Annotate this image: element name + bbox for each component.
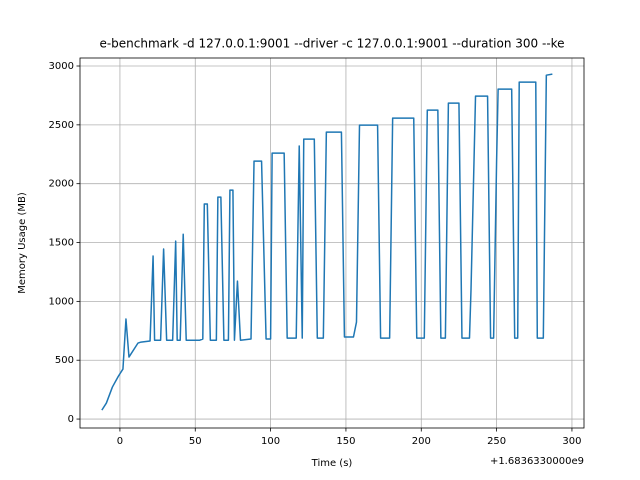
x-tick-label: 300 [562, 436, 581, 447]
x-axis-label: Time (s) [311, 458, 353, 469]
y-tick-label: 1500 [49, 238, 74, 249]
y-axis-label: Memory Usage (MB) [17, 192, 28, 294]
y-tick-label: 500 [55, 355, 74, 366]
x-tick-label: 50 [189, 436, 202, 447]
y-tick-label: 2000 [49, 179, 74, 190]
x-tick-label: 100 [261, 436, 280, 447]
x-tick-label: 0 [117, 436, 123, 447]
y-tick-label: 3000 [49, 61, 74, 72]
x-tick-label: 250 [487, 436, 506, 447]
chart-title: e-benchmark -d 127.0.0.1:9001 --driver -… [99, 37, 564, 51]
y-tick-label: 2500 [49, 120, 74, 131]
y-tick-label: 0 [68, 414, 74, 425]
plot-frame [79, 57, 585, 429]
x-offset-label: +1.6836330000e9 [490, 456, 584, 467]
data-line [101, 73, 553, 411]
x-tick-label: 150 [336, 436, 355, 447]
x-tick-label: 200 [412, 436, 431, 447]
y-tick-label: 1000 [49, 296, 74, 307]
